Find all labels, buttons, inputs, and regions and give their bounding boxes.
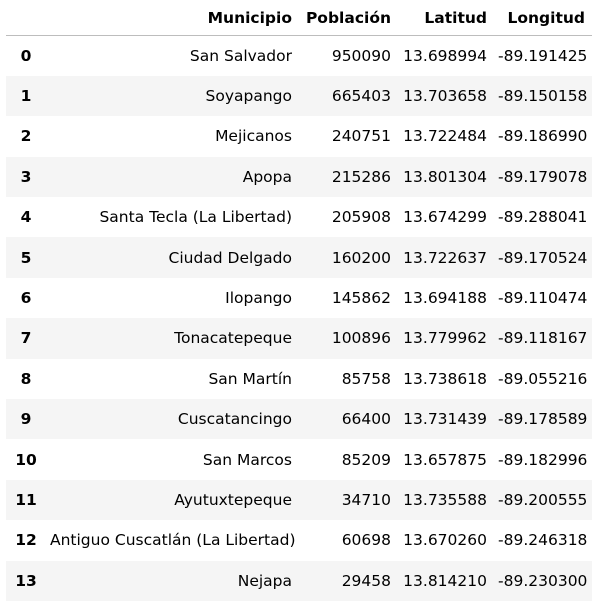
table-row: 10 San Marcos 85209 13.657875 -89.182996 (6, 439, 592, 480)
cell-longitud: -89.150158 (498, 87, 588, 106)
table-row: 3 Apopa 215286 13.801304 -89.179078 (6, 156, 592, 198)
row-index: 11 (15, 490, 37, 509)
row-index: 3 (20, 167, 32, 186)
dataframe-table: Municipio Población Latitud Longitud 0 Sa… (6, 0, 592, 601)
row-index: 12 (15, 531, 37, 550)
cell-poblacion: 100896 (331, 329, 391, 348)
cell-poblacion: 160200 (331, 248, 391, 267)
cell-poblacion: 215286 (331, 167, 391, 186)
cell-municipio: Antiguo Cuscatlán (La Libertad) (50, 531, 296, 550)
cell-municipio: San Martín (208, 369, 292, 388)
cell-latitud: 13.801304 (403, 167, 487, 186)
table-row: 13 Nejapa 29458 13.814210 -89.230300 (6, 560, 592, 601)
cell-municipio: Ilopango (225, 289, 292, 308)
cell-latitud: 13.657875 (403, 450, 487, 469)
table-row: 0 San Salvador 950090 13.698994 -89.191425 (6, 35, 592, 76)
cell-municipio: Nejapa (237, 571, 292, 590)
cell-latitud: 13.735588 (403, 490, 487, 509)
cell-longitud: -89.182996 (498, 450, 588, 469)
row-index: 9 (20, 410, 32, 429)
cell-latitud: 13.738618 (403, 369, 487, 388)
cell-longitud: -89.230300 (498, 571, 588, 590)
cell-poblacion: 34710 (341, 490, 391, 509)
row-index: 10 (15, 450, 37, 469)
cell-poblacion: 85758 (341, 369, 391, 388)
cell-poblacion: 85209 (341, 450, 391, 469)
cell-municipio: Apopa (242, 167, 292, 186)
row-index: 0 (20, 46, 32, 65)
table-row: 6 Ilopango 145862 13.694188 -89.110474 (6, 277, 592, 319)
cell-latitud: 13.722484 (403, 127, 487, 146)
table-row: 1 Soyapango 665403 13.703658 -89.150158 (6, 75, 592, 117)
cell-longitud: -89.170524 (498, 248, 588, 267)
cell-longitud: -89.200555 (498, 490, 588, 509)
cell-municipio: Ciudad Delgado (168, 248, 293, 267)
table-header: Municipio Población Latitud Longitud (6, 0, 592, 36)
cell-municipio: Mejicanos (215, 127, 292, 146)
table-row: 5 Ciudad Delgado 160200 13.722637 -89.170524 (6, 237, 592, 278)
cell-municipio: Soyapango (205, 87, 292, 106)
cell-longitud: -89.118167 (498, 329, 588, 348)
cell-municipio: Ayutuxtepeque (174, 490, 292, 509)
cell-poblacion: 950090 (331, 46, 391, 65)
row-index: 6 (20, 289, 32, 308)
column-header-longitud: Longitud (494, 0, 592, 36)
cell-poblacion: 29458 (341, 571, 391, 590)
cell-longitud: -89.178589 (498, 410, 588, 429)
row-index: 7 (20, 329, 32, 348)
cell-latitud: 13.722637 (403, 248, 487, 267)
cell-longitud: -89.246318 (498, 531, 588, 550)
column-header-latitud: Latitud (398, 0, 494, 36)
header-row: Municipio Población Latitud Longitud (6, 0, 592, 36)
cell-municipio: San Salvador (189, 46, 292, 65)
table-row: 11 Ayutuxtepeque 34710 13.735588 -89.200555 (6, 479, 592, 521)
cell-poblacion: 240751 (331, 127, 391, 146)
cell-poblacion: 60698 (341, 531, 391, 550)
table-row: 4 Santa Tecla (La Libertad) 205908 13.67429… (6, 197, 592, 238)
cell-latitud: 13.703658 (403, 87, 487, 106)
index-header (6, 0, 46, 36)
table-row: 12 Antiguo Cuscatlán (La Libertad) 60698 13… (6, 520, 592, 561)
cell-latitud: 13.731439 (403, 410, 487, 429)
column-header-municipio: Municipio (46, 0, 299, 36)
cell-poblacion: 665403 (331, 87, 391, 106)
cell-longitud: -89.110474 (498, 289, 588, 308)
cell-latitud: 13.779962 (403, 329, 487, 348)
cell-latitud: 13.674299 (403, 208, 487, 227)
cell-municipio: San Marcos (202, 450, 292, 469)
row-index: 1 (20, 87, 32, 106)
table-row: 7 Tonacatepeque 100896 13.779962 -89.118167 (6, 318, 592, 359)
table-row: 2 Mejicanos 240751 13.722484 -89.186990 (6, 116, 592, 157)
cell-longitud: -89.191425 (498, 46, 588, 65)
table-row: 8 San Martín 85758 13.738618 -89.055216 (6, 358, 592, 400)
cell-latitud: 13.698994 (403, 46, 487, 65)
column-header-poblacion: Población (299, 0, 398, 36)
cell-municipio: Tonacatepeque (174, 329, 292, 348)
cell-municipio: Santa Tecla (La Libertad) (99, 208, 292, 227)
cell-poblacion: 145862 (331, 289, 391, 308)
cell-latitud: 13.670260 (403, 531, 487, 550)
cell-longitud: -89.186990 (498, 127, 588, 146)
cell-poblacion: 66400 (341, 410, 391, 429)
row-index: 2 (20, 127, 32, 146)
row-index: 5 (20, 248, 32, 267)
cell-longitud: -89.179078 (498, 167, 588, 186)
row-index: 8 (20, 369, 32, 388)
table-body: 0 San Salvador 950090 13.698994 -89.191425 1 S… (6, 35, 592, 601)
cell-latitud: 13.694188 (403, 289, 487, 308)
row-index: 13 (15, 571, 37, 590)
cell-latitud: 13.814210 (403, 571, 487, 590)
cell-longitud: -89.055216 (498, 369, 588, 388)
cell-longitud: -89.288041 (498, 208, 588, 227)
table-row: 9 Cuscatancingo 66400 13.731439 -89.178589 (6, 399, 592, 440)
cell-poblacion: 205908 (331, 208, 391, 227)
cell-municipio: Cuscatancingo (177, 410, 292, 429)
row-index: 4 (20, 208, 32, 227)
